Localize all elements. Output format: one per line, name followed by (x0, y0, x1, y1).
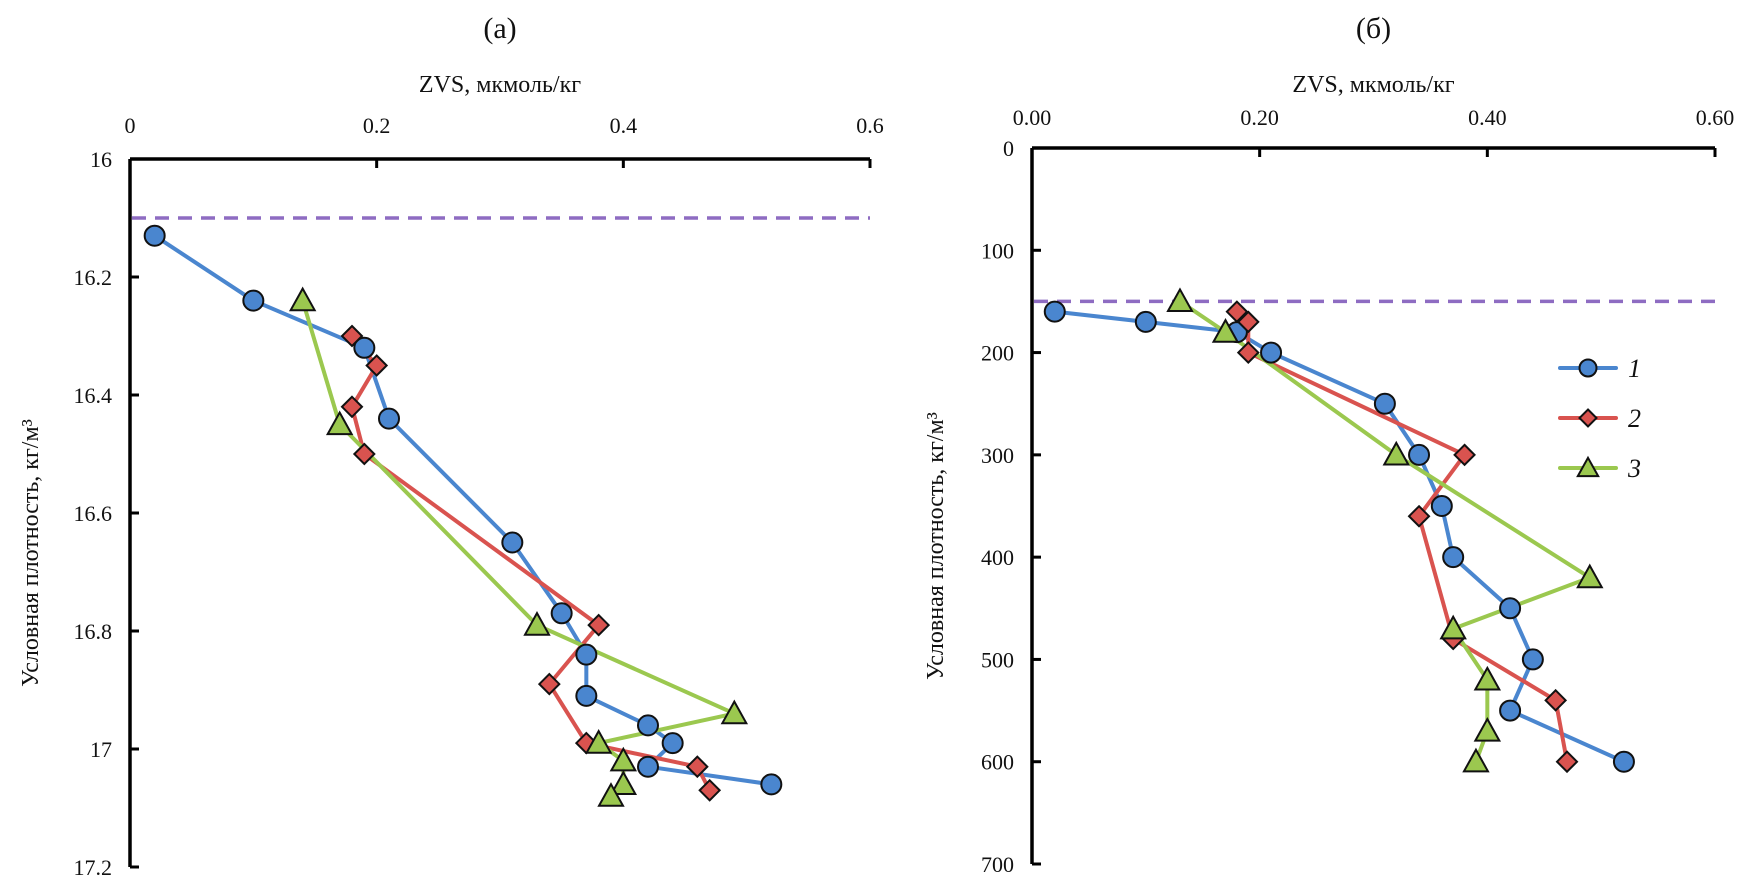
legend-marker-3 (1576, 455, 1600, 478)
x-tick-label: 0.60 (1696, 105, 1735, 130)
panel-b: (б) ZVS, мкмоль/кг Условная плотность, к… (923, 12, 1734, 877)
series-2-point (365, 354, 389, 377)
panel-b-title: (б) (1356, 12, 1391, 45)
series-3-point (609, 770, 638, 795)
series-2-point (352, 442, 376, 466)
series-3-point (288, 286, 317, 312)
y-tick-label: 16 (90, 147, 112, 172)
y-tick-label: 16.2 (74, 265, 113, 290)
x-tick-label: 0.4 (610, 113, 638, 138)
x-tick-label: 0.20 (1240, 105, 1279, 130)
series-1-point (661, 732, 684, 755)
y-tick-label: 500 (981, 647, 1014, 672)
legend-label-2: 2 (1628, 404, 1641, 433)
series-1-point (637, 714, 659, 737)
y-tick-label: 700 (981, 852, 1014, 877)
series-3-point (1462, 747, 1490, 773)
series-1-point (1134, 310, 1157, 333)
y-tick-label: 17.2 (74, 855, 113, 880)
y-tick-label: 0 (1003, 136, 1014, 161)
series-1-point (242, 289, 265, 312)
series-3-point (1211, 318, 1240, 343)
series-1-point (1430, 495, 1453, 517)
series-2-point (340, 395, 364, 419)
x-tick-label: 0 (125, 113, 136, 138)
series-3-point (325, 410, 354, 436)
y-tick-label: 100 (981, 238, 1014, 263)
series-3-point (1473, 716, 1502, 742)
series-1-point (353, 336, 376, 359)
series-1-point (1373, 392, 1396, 415)
series-1-point (1043, 300, 1066, 323)
series-1-point (550, 602, 573, 625)
series-3-point (597, 782, 625, 807)
panel-a-title: (a) (483, 12, 516, 45)
series-2-point (1225, 300, 1249, 324)
x-tick-label: 0.6 (856, 113, 884, 138)
series-3-point (1439, 614, 1467, 640)
series-3-line (1178, 299, 1592, 763)
series-3-point (1382, 440, 1410, 466)
y-tick-label: 16.8 (74, 619, 113, 644)
y-tick-label: 16.6 (74, 501, 113, 526)
series-1-line (1054, 309, 1625, 764)
legend-label-3: 3 (1627, 454, 1641, 483)
series-1-point (637, 755, 659, 778)
series-1-point (575, 684, 598, 707)
panel-a-x-axis-title: ZVS, мкмоль/кг (419, 72, 581, 98)
y-tick-label: 600 (981, 750, 1014, 775)
series-2-point (587, 613, 611, 637)
legend-label-1: 1 (1628, 354, 1641, 383)
y-tick-label: 400 (981, 545, 1014, 570)
y-tick-label: 200 (981, 341, 1014, 366)
panel-a: (a) ZVS, мкмоль/кг Условная плотность, к… (18, 12, 884, 880)
series-2-point (685, 755, 709, 779)
series-2-point (1236, 310, 1260, 334)
series-1-line (153, 234, 772, 787)
series-1-point (501, 531, 524, 554)
series-2-point (1453, 443, 1476, 467)
series-1-point (1442, 546, 1465, 569)
series-1-point (143, 224, 166, 247)
y-tick-label: 16.4 (74, 383, 113, 408)
series-3-point (584, 729, 613, 754)
series-1-point (378, 407, 400, 430)
series-3-point (1166, 287, 1194, 313)
series-1-point (1408, 443, 1431, 466)
series-2-point (1407, 504, 1431, 528)
series-1-point (1499, 699, 1522, 722)
series-1-point (1521, 648, 1544, 671)
series-3-point (1576, 563, 1604, 589)
x-tick-label: 0.2 (363, 113, 391, 138)
panel-b-x-axis-title: ZVS, мкмоль/кг (1292, 72, 1454, 98)
panel-b-y-axis-title: Условная плотность, кг/м³ (923, 412, 949, 680)
series-1-point (1612, 750, 1635, 773)
series-1-point (1260, 341, 1283, 364)
series-2-point (698, 778, 722, 802)
series-3-point (1473, 665, 1502, 691)
series-1-point (1499, 597, 1522, 620)
series-2-point (1555, 750, 1579, 774)
x-tick-label: 0.40 (1468, 105, 1507, 130)
series-1-point (575, 643, 598, 666)
x-tick-label: 0.00 (1013, 105, 1052, 130)
series-2-point (1544, 688, 1568, 712)
legend-marker-1 (1578, 358, 1598, 378)
y-tick-label: 300 (981, 443, 1014, 468)
series-2-point (340, 324, 364, 348)
panel-a-y-axis-title: Условная плотность, кг/м³ (18, 419, 44, 687)
legend-marker-2 (1578, 408, 1598, 428)
series-2-point (1236, 341, 1260, 364)
series-1-point (760, 773, 783, 796)
y-tick-label: 17 (90, 737, 112, 762)
series-2-point (537, 672, 561, 696)
series-3-point (720, 699, 749, 725)
series-3-point (523, 611, 551, 636)
